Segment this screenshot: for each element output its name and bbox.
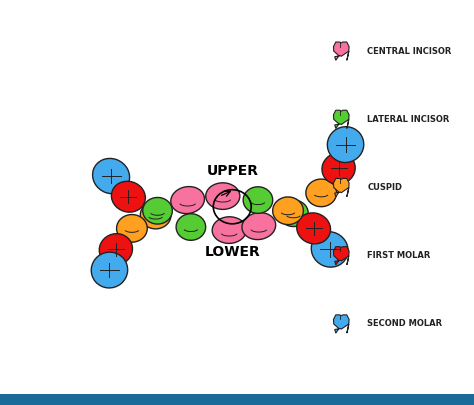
- Ellipse shape: [297, 213, 330, 244]
- Ellipse shape: [171, 187, 204, 213]
- Ellipse shape: [117, 215, 147, 242]
- Ellipse shape: [99, 234, 133, 265]
- Text: LOWER: LOWER: [204, 245, 260, 258]
- Ellipse shape: [242, 213, 276, 240]
- Text: LATERAL INCISOR: LATERAL INCISOR: [367, 115, 450, 124]
- Ellipse shape: [176, 214, 206, 240]
- Ellipse shape: [306, 179, 337, 207]
- Ellipse shape: [311, 232, 348, 267]
- Polygon shape: [333, 179, 349, 197]
- Ellipse shape: [328, 127, 364, 162]
- Text: FIRST MOLAR: FIRST MOLAR: [367, 251, 431, 260]
- Ellipse shape: [143, 198, 173, 224]
- Ellipse shape: [206, 183, 240, 209]
- Ellipse shape: [322, 153, 355, 184]
- Ellipse shape: [92, 158, 129, 194]
- Text: UPPER: UPPER: [206, 164, 258, 177]
- Ellipse shape: [140, 201, 171, 229]
- Polygon shape: [333, 110, 349, 128]
- Text: CENTRAL INCISOR: CENTRAL INCISOR: [367, 47, 452, 55]
- Ellipse shape: [111, 181, 146, 212]
- Ellipse shape: [273, 197, 303, 224]
- Ellipse shape: [243, 187, 273, 213]
- Polygon shape: [333, 247, 349, 265]
- Text: CUSPID: CUSPID: [367, 183, 402, 192]
- Ellipse shape: [212, 217, 246, 243]
- Bar: [0, 394, 474, 405]
- Polygon shape: [333, 315, 349, 333]
- Text: SECOND MOLAR: SECOND MOLAR: [367, 320, 442, 328]
- Ellipse shape: [91, 252, 128, 288]
- Polygon shape: [333, 42, 349, 60]
- Ellipse shape: [279, 200, 308, 226]
